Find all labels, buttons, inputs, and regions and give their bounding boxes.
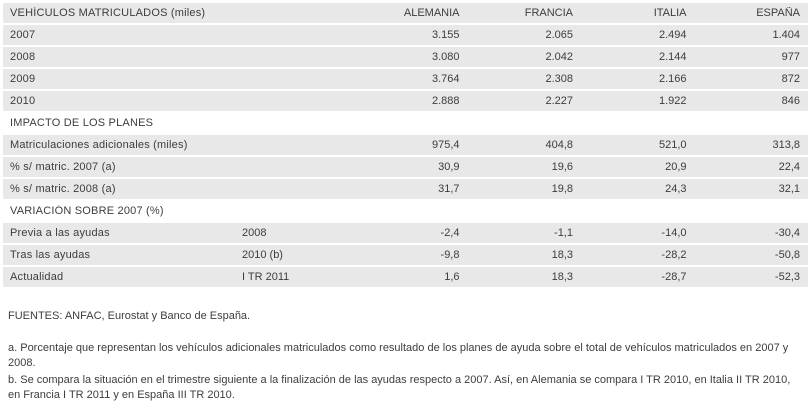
table-row-matriculaciones-adicionales: Matriculaciones adicionales (miles) 975,… [3, 135, 808, 155]
cell-alemania: 3.155 [431, 29, 460, 41]
table-row-2008: 2008 3.080 2.042 2.144 977 [3, 47, 808, 67]
cell-italia: -14,0 [661, 227, 687, 239]
table-row-2010: 2010 2.888 2.227 1.922 846 [3, 91, 808, 111]
cell-alemania: 31,7 [438, 183, 460, 195]
row-label: % s/ matric. 2007 (a) [10, 161, 116, 173]
cell-alemania: 1,6 [444, 271, 460, 283]
cell-italia: -28,7 [661, 271, 687, 283]
row-label: Actualidad [10, 271, 64, 283]
cell-alemania: 2.888 [431, 95, 460, 107]
cell-francia: 18,3 [551, 271, 573, 283]
cell-espana: 1.404 [772, 29, 800, 41]
row-label: Tras las ayudas [10, 249, 91, 261]
table-title: VEHÍCULOS MATRICULADOS (miles) [10, 7, 206, 19]
cell-espana: -30,4 [774, 227, 800, 239]
cell-francia: 404,8 [545, 139, 573, 151]
cell-italia: 20,9 [665, 161, 687, 173]
cell-francia: 19,6 [551, 161, 573, 173]
table-row-pct-matric-2008: % s/ matric. 2008 (a) 31,7 19,8 24,3 32,… [3, 179, 808, 199]
cell-alemania: 3.764 [431, 73, 460, 85]
cell-espana: 22,4 [778, 161, 800, 173]
cell-italia: 24,3 [665, 183, 687, 195]
table-row-actualidad: Actualidad I TR 2011 1,6 18,3 -28,7 -52,… [3, 267, 808, 287]
col-header-francia: FRANCIA [524, 7, 573, 19]
cell-alemania: 30,9 [438, 161, 460, 173]
cell-alemania: -2,4 [440, 227, 460, 239]
cell-espana: -52,3 [774, 271, 800, 283]
table-footer: FUENTES: ANFAC, Eurostat y Banco de Espa… [3, 309, 808, 403]
row-label: Matriculaciones adicionales (miles) [10, 139, 188, 151]
cell-francia: 18,3 [551, 249, 573, 261]
table-row-pct-matric-2007: % s/ matric. 2007 (a) 30,9 19,6 20,9 22,… [3, 157, 808, 177]
row-label: Previa a las ayudas [10, 227, 110, 239]
footnotes: a. Porcentaje que representan los vehícu… [8, 341, 796, 403]
section-title: IMPACTO DE LOS PLANES [10, 117, 154, 129]
cell-alemania: 3.080 [431, 51, 460, 63]
table-row-previa-ayudas: Previa a las ayudas 2008 -2,4 -1,1 -14,0… [3, 223, 808, 243]
section-title: VARIACIÓN SOBRE 2007 (%) [10, 205, 164, 217]
row-label: 2010 [10, 95, 36, 107]
row-label: 2009 [10, 73, 36, 85]
table-header-row: VEHÍCULOS MATRICULADOS (miles) ALEMANIA … [3, 3, 808, 23]
cell-francia: -1,1 [554, 227, 573, 239]
cell-espana: 32,1 [778, 183, 800, 195]
row-label: % s/ matric. 2008 (a) [10, 183, 116, 195]
cell-italia: 2.494 [658, 29, 687, 41]
cell-alemania: -9,8 [440, 249, 460, 261]
sources-line: FUENTES: ANFAC, Eurostat y Banco de Espa… [8, 310, 251, 322]
cell-espana: 872 [781, 73, 800, 85]
cell-italia: 521,0 [658, 139, 687, 151]
cell-alemania: 975,4 [431, 139, 460, 151]
cell-italia: 1.922 [658, 95, 687, 107]
data-table: VEHÍCULOS MATRICULADOS (miles) ALEMANIA … [3, 3, 808, 287]
cell-italia: 2.144 [658, 51, 687, 63]
cell-italia: -28,2 [661, 249, 687, 261]
table-row-2009: 2009 3.764 2.308 2.166 872 [3, 69, 808, 89]
cell-francia: 19,8 [551, 183, 573, 195]
cell-espana: -50,8 [774, 249, 800, 261]
cell-espana: 846 [781, 95, 800, 107]
cell-italia: 2.166 [658, 73, 687, 85]
cell-francia: 2.308 [545, 73, 573, 85]
row-period: I TR 2011 [242, 271, 290, 283]
row-label: 2008 [10, 51, 36, 63]
cell-francia: 2.065 [545, 29, 573, 41]
footnote-b: b. Se compara la situación en el trimest… [8, 374, 791, 401]
cell-francia: 2.227 [545, 95, 573, 107]
table-row-2007: 2007 3.155 2.065 2.494 1.404 [3, 25, 808, 45]
col-header-espana: ESPAÑA [756, 7, 800, 19]
row-label: 2007 [10, 29, 36, 41]
row-period: 2008 [242, 227, 267, 239]
section-header-variacion: VARIACIÓN SOBRE 2007 (%) [3, 201, 808, 221]
cell-francia: 2.042 [545, 51, 573, 63]
cell-espana: 313,8 [772, 139, 800, 151]
col-header-italia: ITALIA [653, 7, 687, 19]
footnote-a: a. Porcentaje que representan los vehícu… [8, 342, 789, 369]
table-row-tras-ayudas: Tras las ayudas 2010 (b) -9,8 18,3 -28,2… [3, 245, 808, 265]
cell-espana: 977 [781, 51, 800, 63]
col-header-alemania: ALEMANIA [403, 7, 460, 19]
row-period: 2010 (b) [242, 249, 283, 261]
section-header-impacto: IMPACTO DE LOS PLANES [3, 113, 808, 133]
